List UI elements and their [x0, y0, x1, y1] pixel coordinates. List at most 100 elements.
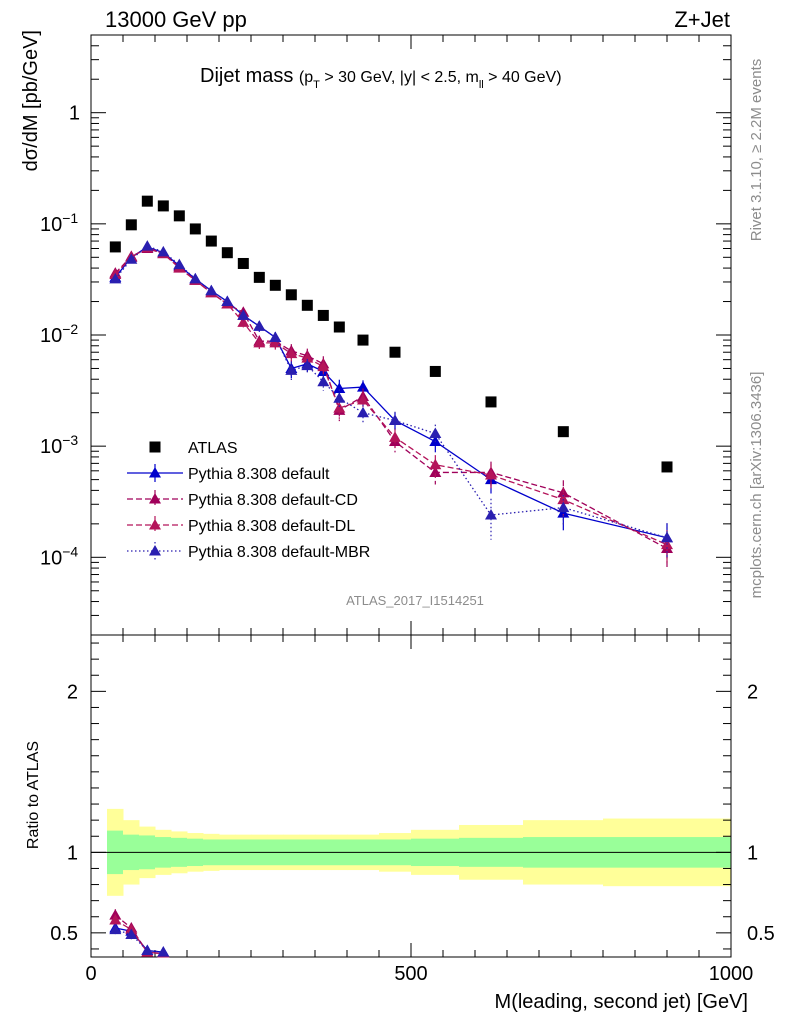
mc-point [333, 402, 346, 413]
x-axis-label: M(leading, second jet) [GeV] [495, 991, 748, 1013]
plot-title-cut-mid: > 30 GeV, |y| < 2.5, m [320, 69, 479, 86]
ratio-y-tick-label-right: 2 [747, 681, 758, 703]
mc-point [317, 375, 330, 387]
y-tick-label: 10−1 [40, 210, 78, 236]
legend-marker [149, 493, 161, 504]
ratio-y-tick-label-right: 1 [747, 842, 758, 864]
main-y-axis-label: dσ/dM [pb/GeV] [20, 30, 42, 171]
mc-point [389, 431, 401, 442]
atlas-data-point [485, 396, 497, 408]
ratio-series-line [114, 914, 164, 955]
header-energy-label: 13000 GeV pp [105, 7, 247, 32]
ratio-panel: 0 500 1000 0.5 0.5 1 1 2 2 [50, 634, 775, 985]
legend-entry-label: Pythia 8.308 default-MBR [188, 544, 370, 561]
atlas-data-point [429, 365, 441, 377]
main-panel: 1 10−1 10−2 10−3 10−4 [40, 34, 732, 636]
ratio-point [125, 928, 138, 939]
mc-point [485, 469, 497, 480]
atlas-data-point [189, 223, 201, 235]
rivet-version-label: Rivet 3.1.10, ≥ 2.2M events [748, 59, 765, 242]
legend-marker [149, 519, 161, 530]
mc-point [389, 414, 401, 426]
mc-point [557, 493, 570, 505]
legend-entry-label: ATLAS [188, 440, 238, 457]
atlas-data-point [109, 241, 121, 253]
atlas-data-point [285, 289, 297, 301]
y-tick-label: 1 [69, 103, 80, 125]
atlas-data-point [333, 321, 345, 333]
mc-point [253, 336, 266, 348]
mc-point [429, 466, 442, 477]
ratio-series-line [115, 929, 164, 953]
plot-title-main: Dijet mass [200, 65, 293, 87]
mc-point [301, 359, 314, 371]
atlas-data-point [661, 461, 673, 473]
ratio-point [141, 944, 154, 956]
mc-point [661, 531, 673, 543]
ratio-point [109, 923, 122, 935]
mc-point [237, 309, 250, 320]
ratio-series-line [114, 919, 164, 955]
mc-point [285, 364, 298, 375]
ratio-y-tick-label: 0.5 [50, 923, 78, 945]
legend-marker [149, 545, 161, 556]
atlas-data-point [205, 235, 217, 247]
atlas-data-point [237, 257, 249, 269]
mc-point [253, 320, 266, 331]
mc-point [357, 394, 369, 405]
atlas-data-point [253, 271, 265, 283]
atlas-data-point [301, 299, 313, 311]
mc-point [109, 272, 122, 284]
x-tick-label: 500 [394, 963, 427, 985]
legend-entry-label: Pythia 8.308 default-CD [188, 492, 358, 509]
ratio-y-axis-label: Ratio to ATLAS [25, 741, 42, 849]
mc-point [301, 352, 314, 363]
atlas-data-point [221, 247, 233, 259]
mc-point [173, 258, 186, 270]
x-tick-label: 1000 [709, 963, 754, 985]
mc-point [285, 347, 298, 359]
mc-point [429, 427, 442, 438]
mc-point [157, 245, 170, 257]
ratio-y-tick-label: 1 [67, 842, 78, 864]
y-tick-label: 10−3 [40, 432, 78, 458]
plot-title: Dijet mass (pT > 30 GeV, |y| < 2.5, mll … [200, 65, 562, 91]
atlas-data-point [157, 200, 169, 212]
mc-point [141, 240, 154, 251]
atlas-data-point [125, 219, 137, 231]
y-tick-label: 10−4 [40, 543, 78, 569]
plot-title-cut-pt-sub: T [313, 79, 320, 91]
legend-marker-atlas [149, 441, 161, 453]
mc-point [333, 382, 346, 394]
mc-point [357, 381, 369, 392]
mc-point [357, 406, 369, 418]
plot-title-cut-pt: (p [299, 69, 313, 86]
legend-entry-label: Pythia 8.308 default-DL [188, 518, 355, 535]
atlas-data-point [317, 309, 329, 321]
ratio-y-tick-label: 2 [67, 681, 78, 703]
mc-point [221, 295, 234, 307]
ratio-frame [90, 634, 732, 958]
x-tick-label: 0 [85, 963, 96, 985]
ratio-y-tick-label-right: 0.5 [747, 923, 775, 945]
y-tick-label: 10−2 [40, 321, 78, 347]
mc-point [333, 392, 346, 403]
atlas-data-point [357, 334, 369, 346]
atlas-data-point [173, 210, 185, 222]
header-process-label: Z+Jet [674, 7, 730, 32]
mc-point [557, 501, 570, 513]
atlas-data-point [557, 426, 569, 438]
atlas-data-point [389, 346, 401, 358]
ratio-point [157, 946, 170, 957]
mc-point [269, 331, 282, 342]
mcplots-label: mcplots.cern.ch [arXiv:1306.3436] [748, 372, 765, 599]
mc-point [205, 284, 218, 296]
mc-point [189, 272, 202, 284]
plot-title-cut-end: > 40 GeV) [484, 69, 562, 86]
ratio-point [109, 913, 122, 925]
mc-point [429, 458, 442, 470]
mc-point [237, 316, 250, 327]
legend-entry-label: Pythia 8.308 default [188, 466, 330, 483]
atlas-data-point [141, 195, 153, 207]
